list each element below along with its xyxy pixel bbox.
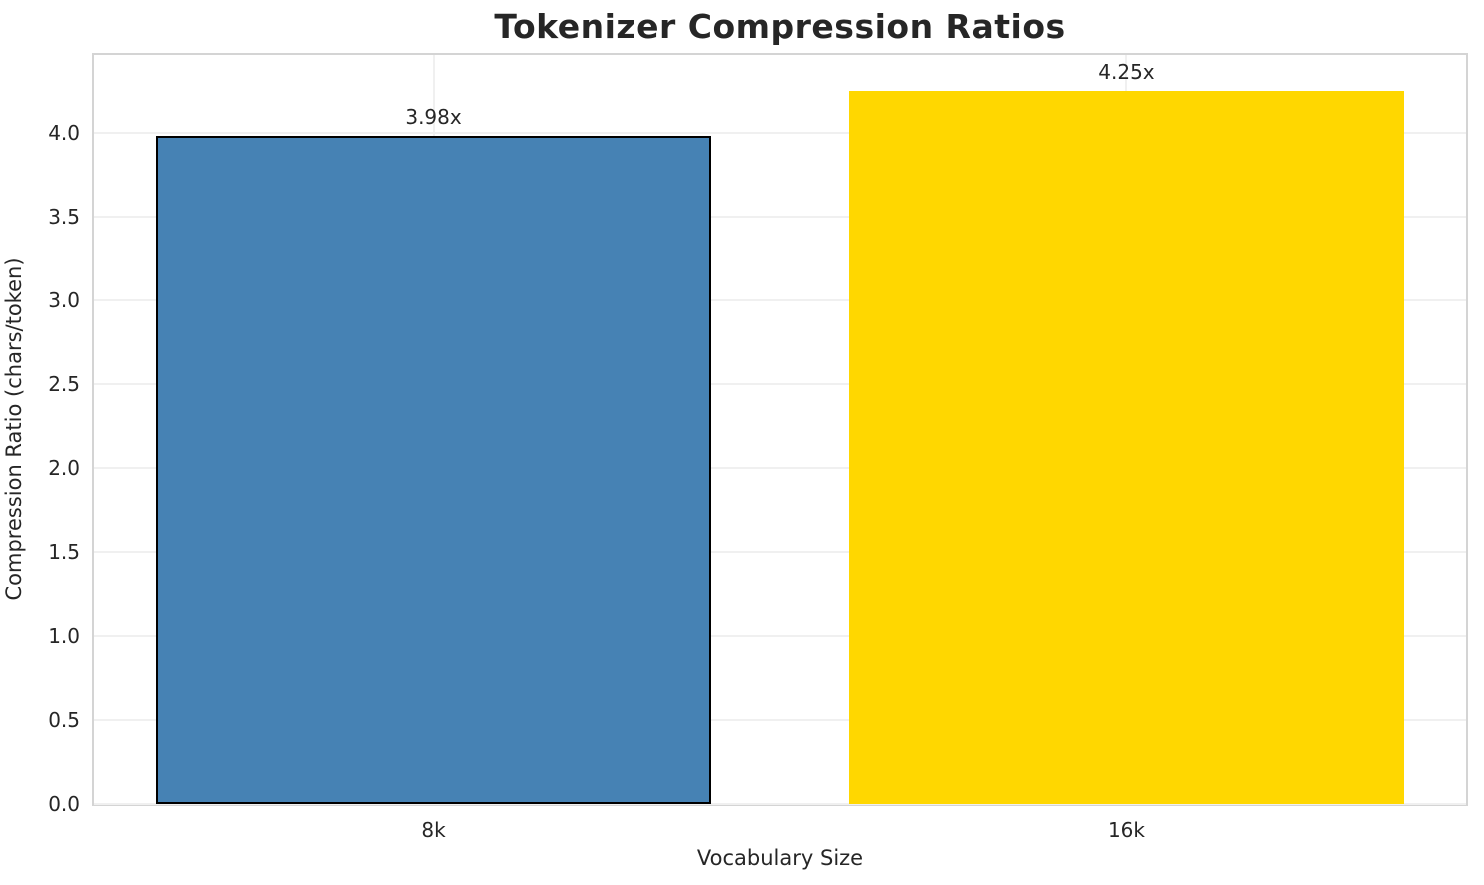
y-tick-label: 0.5: [48, 708, 80, 733]
gridline-horizontal: [94, 467, 1466, 470]
y-tick-label: 4.0: [48, 120, 80, 145]
x-tick-label: 16k: [1107, 818, 1145, 842]
gridline-horizontal: [94, 299, 1466, 302]
y-tick-label: 2.0: [48, 456, 80, 481]
gridline-horizontal: [94, 131, 1466, 134]
bar-16k: [849, 90, 1404, 804]
gridline-horizontal: [94, 719, 1466, 722]
gridline-horizontal: [94, 803, 1466, 805]
y-tick-label: 1.0: [48, 624, 80, 649]
gridline-horizontal: [94, 383, 1466, 386]
y-tick-label: 3.5: [48, 204, 80, 229]
x-tick-label: 8k: [421, 818, 446, 842]
y-tick-label: 1.5: [48, 540, 80, 565]
y-tick-label: 3.0: [48, 288, 80, 313]
y-tick-label: 0.0: [48, 792, 80, 816]
x-axis-label: Vocabulary Size: [696, 846, 864, 870]
y-tick-label: 2.5: [48, 372, 80, 397]
gridline-horizontal: [94, 635, 1466, 638]
plot-area: [92, 53, 1468, 806]
gridline-horizontal: [94, 215, 1466, 218]
bar-value-label: 4.25x: [1098, 59, 1155, 84]
bar-8k: [156, 135, 711, 804]
gridline-horizontal: [94, 551, 1466, 554]
bar-value-label: 3.98x: [405, 104, 462, 129]
chart-title: Tokenizer Compression Ratios: [494, 7, 1066, 46]
